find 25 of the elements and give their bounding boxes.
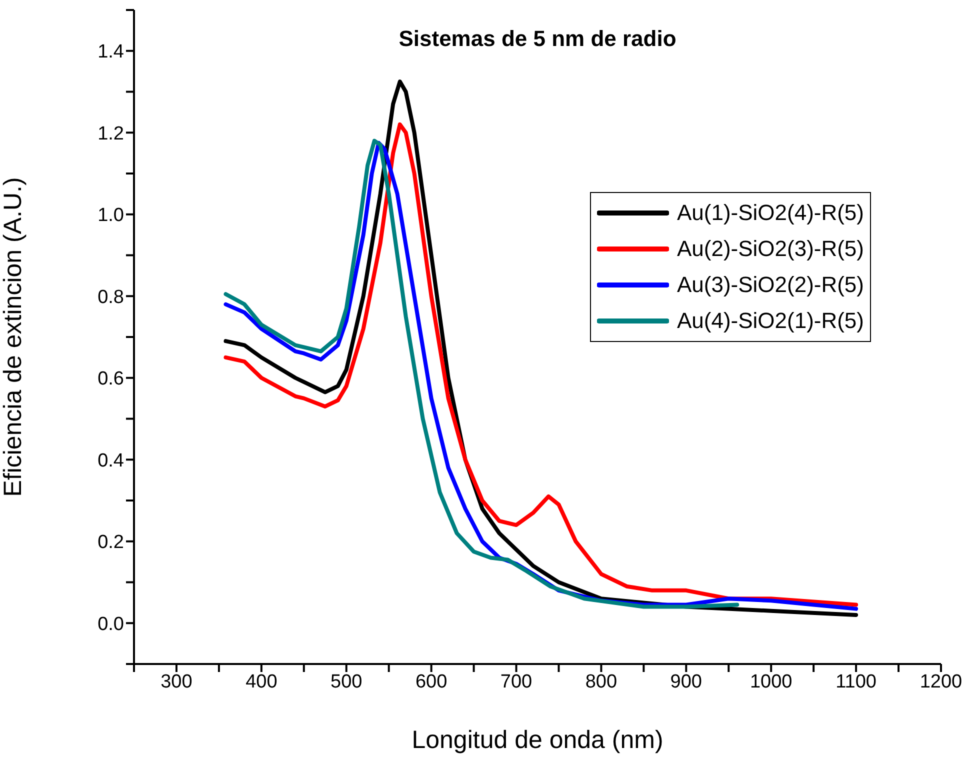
x-axis-title: Longitud de onda (nm) bbox=[412, 726, 664, 754]
x-tick-label: 1000 bbox=[750, 671, 792, 692]
text: Sistemas de 5 nm de radio bbox=[398, 26, 678, 52]
x-tick-label: 500 bbox=[330, 671, 362, 692]
y-tick-label: 0.2 bbox=[98, 532, 124, 554]
x-tick-label: 800 bbox=[585, 671, 618, 692]
y-axis-title: Eficiencia de extincion (A.U.) bbox=[0, 177, 27, 497]
y-tick-label: 1.2 bbox=[98, 123, 124, 144]
legend-label: Au(1)-SiO2(4)-R(5) bbox=[676, 200, 864, 226]
x-tick-label: 400 bbox=[246, 671, 278, 692]
y-tick-label: 0.0 bbox=[98, 614, 124, 635]
y-tick-label: 0.6 bbox=[98, 368, 124, 390]
x-tick-label: 1100 bbox=[836, 671, 876, 692]
y-tick-label: 1.4 bbox=[98, 42, 124, 63]
x-tick-label: 1200 bbox=[920, 671, 962, 692]
legend-label: Au(4)-SiO2(1)-R(5) bbox=[676, 308, 864, 334]
y-tick-label: 1.0 bbox=[98, 205, 124, 226]
x-tick-label: 700 bbox=[500, 671, 532, 692]
x-tick-label: 600 bbox=[415, 671, 448, 692]
legend-label: Au(3)-SiO2(2)-R(5) bbox=[676, 272, 864, 298]
legend-label: Au(2)-SiO2(3)-R(5) bbox=[676, 236, 864, 262]
x-tick-label: 300 bbox=[160, 671, 192, 692]
x-tick-label: 900 bbox=[670, 671, 702, 692]
y-tick-label: 0.4 bbox=[98, 450, 124, 472]
y-tick-label: 0.8 bbox=[98, 286, 124, 308]
